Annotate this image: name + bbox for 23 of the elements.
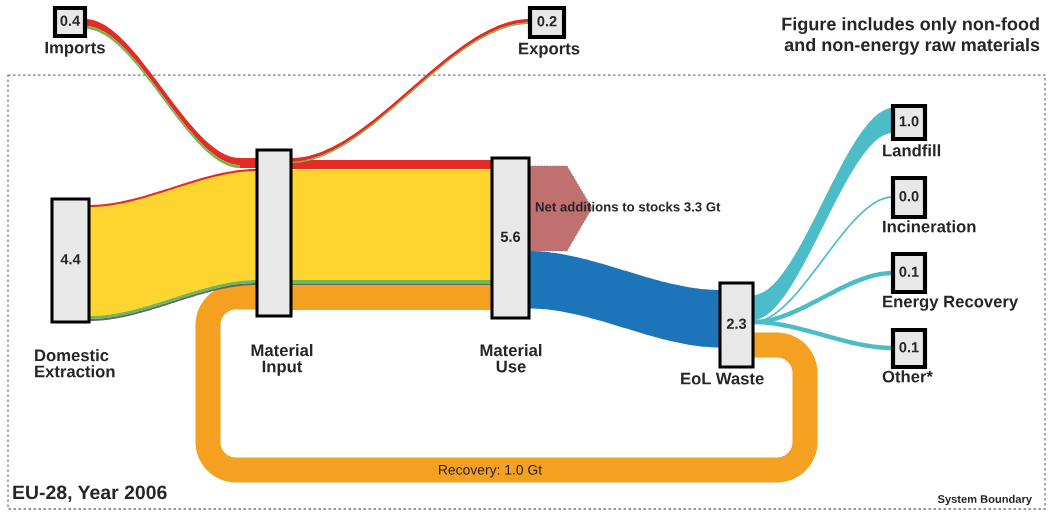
category-label: Other*: [882, 370, 933, 383]
data-label: 0.4: [60, 15, 81, 26]
text: Figure includes only non-food and non-energy raw materials: [782, 17, 1040, 55]
data-label: 0.0: [899, 191, 919, 202]
category-label: Material Input: [251, 344, 313, 376]
data-label: 4.4: [60, 254, 81, 265]
data-label: 0.2: [537, 16, 557, 27]
data-label: 1.0: [899, 116, 919, 127]
text: System Boundary: [937, 494, 1032, 506]
category-label: Exports: [519, 42, 580, 58]
category-label: Domestic Extraction: [35, 349, 115, 378]
data-label: 0.1: [899, 342, 919, 353]
category-label: Landfill: [883, 144, 941, 157]
category-label: Imports: [45, 41, 105, 57]
text: EU-28, Year 2006: [13, 485, 167, 503]
data-label: 0.1: [899, 266, 919, 277]
category-label: Energy Recovery: [883, 295, 1019, 311]
category-label: Material Use: [480, 344, 542, 373]
category-label: Incineration: [883, 220, 976, 233]
text: Recovery: 1.0 Gt: [439, 464, 542, 478]
data-label: 5.6: [500, 231, 521, 242]
data-label: 2.3: [726, 318, 747, 329]
category-label: EoL Waste: [681, 372, 764, 385]
